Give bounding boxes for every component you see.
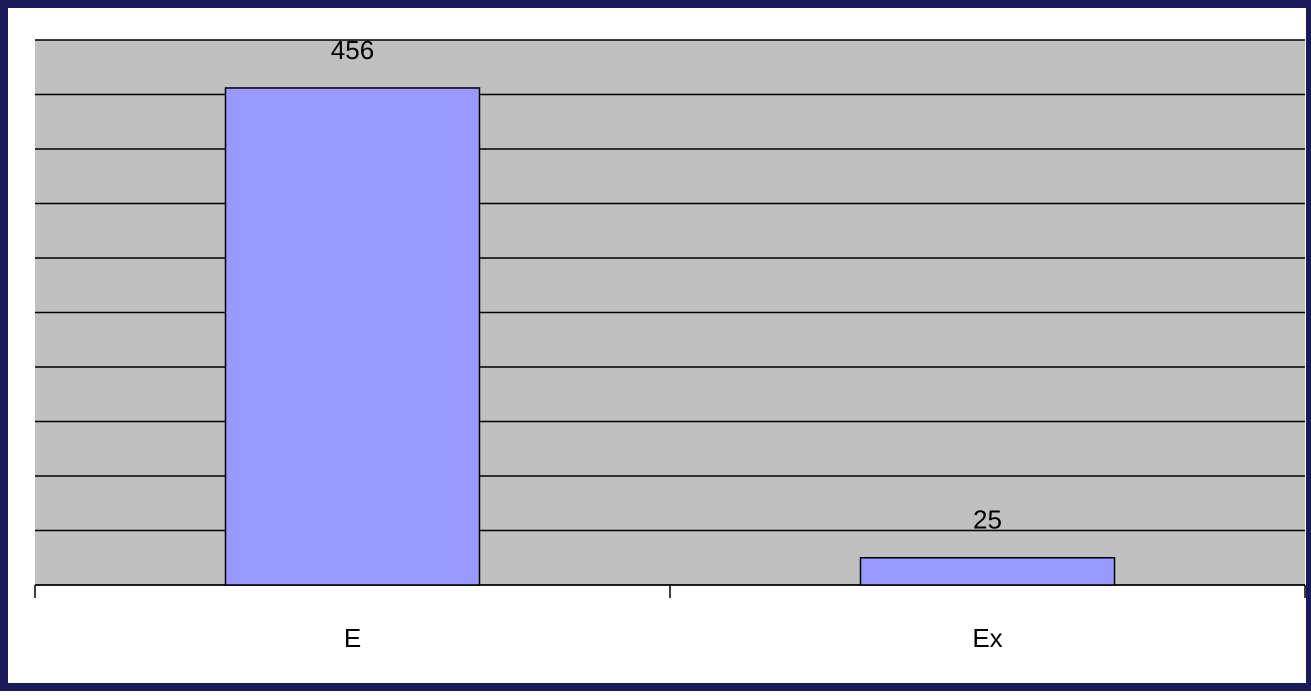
bar <box>224 87 481 586</box>
bar <box>859 557 1116 586</box>
data-label: 456 <box>331 35 374 65</box>
x-tick-label: E <box>344 623 361 653</box>
data-label: 25 <box>973 505 1002 535</box>
x-tick-label: Ex <box>972 623 1002 653</box>
